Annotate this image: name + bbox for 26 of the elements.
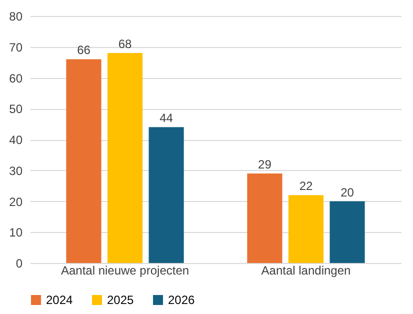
y-tick-label: 40 bbox=[9, 133, 23, 147]
x-tick-label: Aantal landingen bbox=[261, 264, 351, 278]
legend-label: 2026 bbox=[168, 293, 196, 307]
y-tick-label: 20 bbox=[9, 194, 23, 209]
bar bbox=[148, 127, 184, 263]
y-tick-label: 80 bbox=[9, 10, 23, 24]
legend-label: 2025 bbox=[107, 293, 134, 307]
data-label: 66 bbox=[77, 43, 91, 58]
data-label: 22 bbox=[299, 179, 313, 194]
bar bbox=[247, 173, 282, 263]
data-label: 20 bbox=[340, 185, 354, 200]
y-tick-label: 0 bbox=[16, 256, 23, 270]
x-tick-label: Aantal nieuwe projecten bbox=[60, 264, 190, 278]
legend-label: 2024 bbox=[46, 293, 74, 307]
bar bbox=[330, 201, 365, 263]
data-label: 29 bbox=[258, 157, 272, 172]
y-tick-label: 60 bbox=[9, 71, 23, 86]
data-label: 44 bbox=[160, 111, 174, 126]
bar bbox=[288, 195, 324, 263]
data-label: 68 bbox=[118, 37, 132, 52]
y-tick-label: 70 bbox=[9, 40, 23, 54]
y-tick-label: 50 bbox=[9, 102, 23, 116]
bar bbox=[66, 59, 102, 263]
bar bbox=[107, 53, 143, 263]
y-tick-label: 10 bbox=[9, 226, 23, 240]
y-tick-label: 30 bbox=[9, 164, 23, 178]
